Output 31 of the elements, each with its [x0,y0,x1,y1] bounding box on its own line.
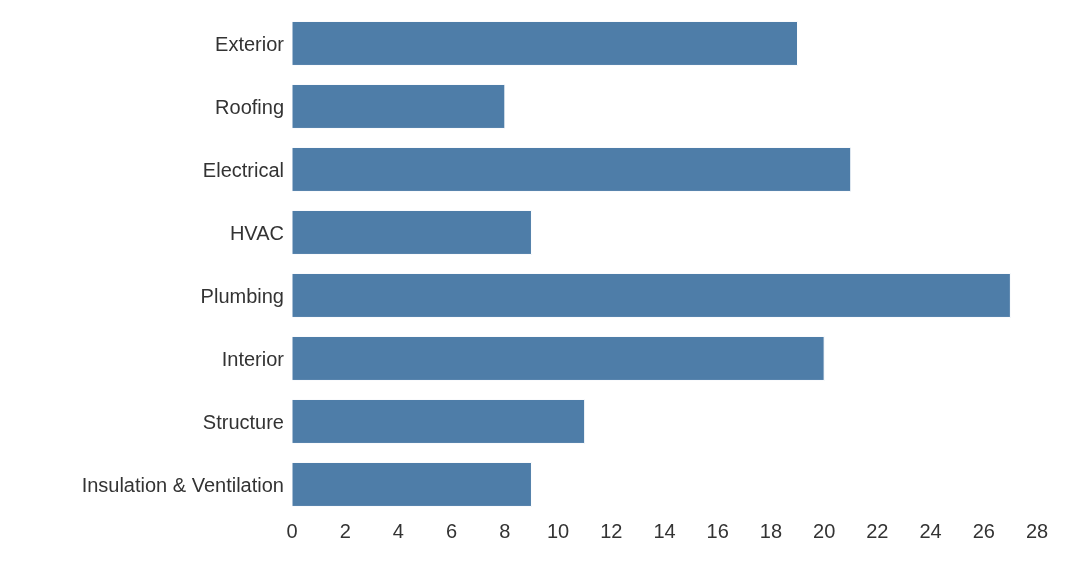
y-tick-label: Exterior [215,32,285,55]
y-tick-label: Electrical [202,158,284,181]
y-tick-label: Insulation & Ventilation [81,473,284,496]
bar [292,335,825,381]
bar [292,83,506,129]
x-tick-label: 8 [499,520,511,543]
y-tick-label: Plumbing [200,284,284,307]
x-tick-label: 14 [653,520,676,543]
x-tick-label: 12 [600,520,623,543]
x-tick-label: 20 [813,520,836,543]
bar [292,461,532,507]
y-tick-label: Structure [202,410,284,433]
x-tick-label: 2 [339,520,351,543]
y-tick-label: Interior [221,347,285,370]
x-tick-label: 22 [866,520,889,543]
x-tick-label: 18 [759,520,783,543]
y-tick-label: Roofing [215,95,284,118]
bar [292,398,586,444]
x-tick-label: 6 [446,520,458,543]
x-tick-label: 10 [546,520,570,543]
x-tick-label: 16 [706,520,729,543]
y-tick-label: HVAC [229,221,284,244]
x-tick-label: 24 [919,520,942,543]
bar [292,146,852,192]
bar [292,20,799,66]
bar [292,209,532,255]
x-tick-label: 26 [972,520,995,543]
x-tick-label: 4 [392,520,404,543]
x-tick-label: 28 [1025,520,1049,543]
x-tick-label: 0 [286,520,298,543]
bar [292,272,1011,318]
